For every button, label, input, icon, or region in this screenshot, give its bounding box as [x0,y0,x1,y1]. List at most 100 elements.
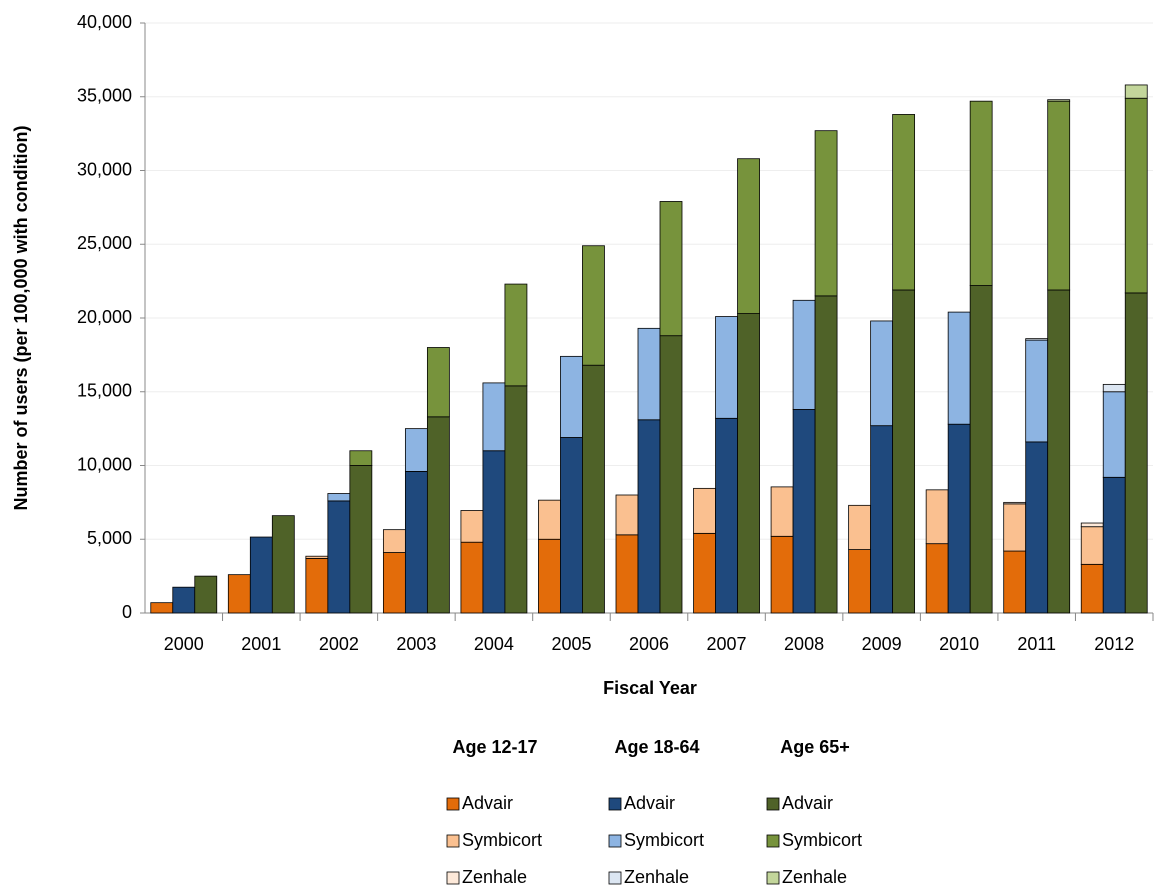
legend-swatch [608,871,622,885]
bar [615,494,639,536]
bar [814,295,838,614]
legend-group-title: Age 18-64 [614,737,699,757]
bar [848,504,872,550]
bar [870,425,894,614]
bar [693,532,716,614]
bar [1124,292,1148,614]
x-tick-label: 2000 [164,634,204,654]
bar [538,499,561,540]
bar [504,385,528,614]
bar [1025,441,1049,614]
bar [637,327,661,421]
bar [1025,339,1049,443]
y-tick-label: 15,000 [77,381,132,401]
bar [382,529,406,553]
bar [172,586,196,614]
bar [582,364,605,614]
bar [582,245,605,366]
bar [538,538,561,614]
bar [947,423,971,614]
bar [693,487,716,534]
bar [271,515,295,614]
legend-swatch [766,797,780,811]
legend-swatch [766,871,780,885]
bar [227,574,251,614]
legend-swatch [766,834,780,848]
bar [969,100,993,286]
bar [814,130,838,297]
bar [870,320,894,427]
y-tick-label: 5,000 [87,528,132,548]
bar [382,552,406,614]
bar [1025,338,1049,341]
bar [560,355,583,438]
bar [460,541,484,614]
legend-group-title: Age 65+ [780,737,850,757]
bar [892,114,916,291]
bar [792,299,816,410]
bar [327,493,351,502]
x-tick-label: 2008 [784,634,824,654]
bar [349,450,373,466]
bar [925,489,949,545]
bar [1124,97,1148,294]
bar [426,347,450,418]
y-tick-label: 20,000 [77,307,132,327]
x-tick-label: 2005 [551,634,591,654]
bar [1102,383,1126,393]
bar [737,158,760,314]
bar [848,549,872,614]
legend-group-title: Age 12-17 [452,737,537,757]
y-tick-label: 30,000 [77,159,132,179]
x-tick-label: 2007 [707,634,747,654]
bar [969,285,993,614]
bar [150,602,174,614]
legend-label: Zenhale [462,867,527,887]
x-tick-label: 2001 [241,634,281,654]
y-tick-label: 35,000 [77,86,132,106]
bar [637,419,661,614]
x-axis-title: Fiscal Year [603,678,697,698]
bar [1124,84,1148,99]
x-tick-label: 2003 [396,634,436,654]
x-tick-label: 2009 [862,634,902,654]
bar [1003,503,1027,552]
bar [482,450,506,614]
bar [349,465,373,614]
bar [249,536,273,614]
bar [792,409,816,614]
bar [460,510,484,543]
bar [305,558,329,614]
bar [1003,550,1027,614]
bar [947,311,971,425]
bar [560,437,583,614]
bar [1102,476,1126,614]
legend-swatch [446,797,460,811]
bar [504,283,528,387]
bar [482,382,506,452]
legend-label: Symbicort [462,830,542,850]
bar [1003,501,1027,505]
bar [1047,99,1071,102]
bar [892,289,916,614]
bar [1047,289,1071,614]
bar [426,416,450,614]
bar [327,500,351,614]
legend-label: Symbicort [782,830,862,850]
bar [737,313,760,614]
x-tick-label: 2004 [474,634,514,654]
bar [1080,563,1104,614]
x-tick-label: 2011 [1017,634,1056,654]
x-tick-label: 2012 [1094,634,1134,654]
bar [1102,391,1126,478]
bar [715,417,738,614]
y-axis-title: Number of users (per 100,000 with condit… [11,125,31,510]
legend-swatch [608,797,622,811]
bar [194,575,218,614]
bar [404,428,428,472]
x-tick-label: 2002 [319,634,359,654]
bar [404,470,428,614]
bar [659,335,683,614]
legend-swatch [446,871,460,885]
